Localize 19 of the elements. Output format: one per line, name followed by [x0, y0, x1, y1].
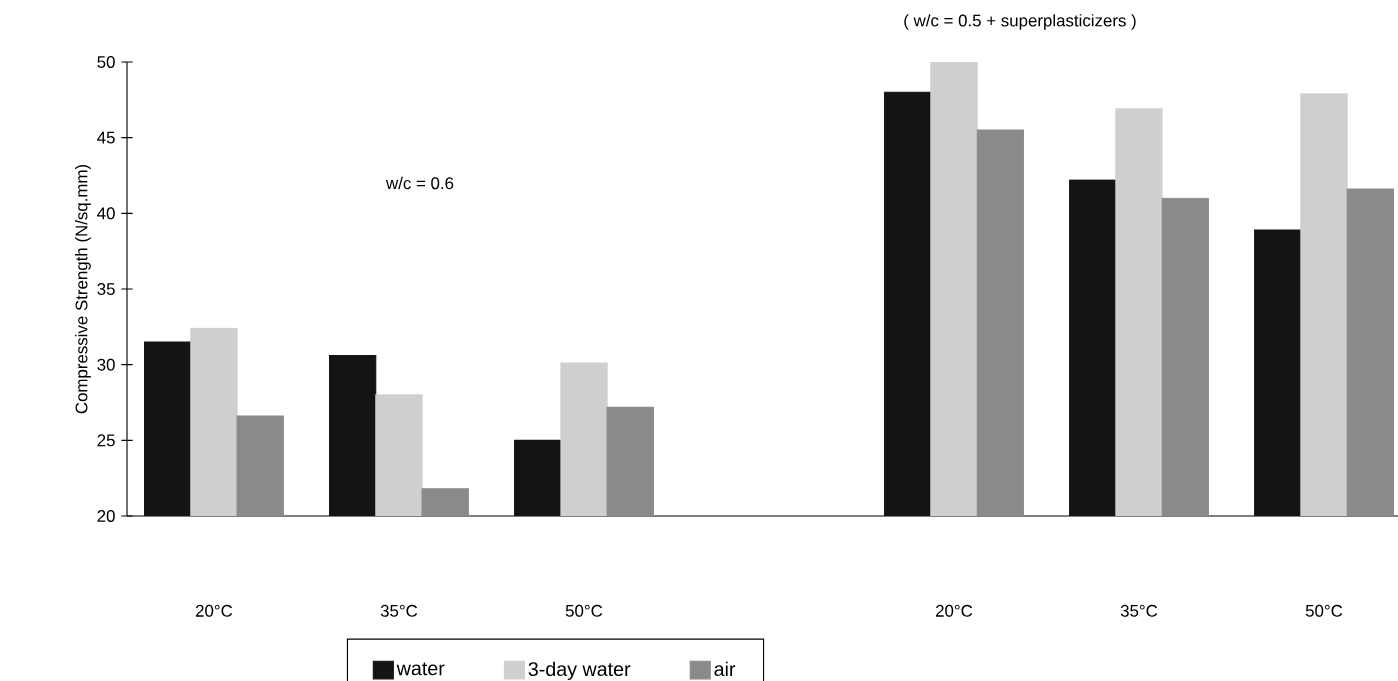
x-tick-label: 20°C — [935, 604, 973, 617]
legend-label: water — [396, 662, 445, 676]
y-axis-title: Compressive Strength (N/sq.mm) — [75, 164, 91, 414]
y-tick-label: 50 — [97, 56, 115, 68]
x-tick-label: 50°C — [565, 604, 603, 617]
y-tick-label: 30 — [97, 358, 115, 371]
legend-label: 3-day water — [528, 661, 631, 680]
y-tick-label: 45 — [97, 131, 115, 144]
legend-label: air — [714, 661, 736, 677]
y-tick-label: 40 — [97, 207, 115, 220]
x-tick-label: 35°C — [1120, 604, 1158, 617]
x-tick-label: 50°C — [1305, 604, 1343, 617]
text: ( w/c = 0.5 + superplasticizers ) — [904, 14, 1136, 30]
x-tick-label: 35°C — [380, 604, 418, 617]
x-tick-label: 20°C — [195, 604, 233, 617]
y-tick-label: 20 — [97, 510, 115, 522]
y-tick-label: 25 — [97, 434, 115, 447]
annotation: w/c = 0.6 — [385, 176, 454, 190]
y-tick-label: 35 — [97, 283, 115, 295]
